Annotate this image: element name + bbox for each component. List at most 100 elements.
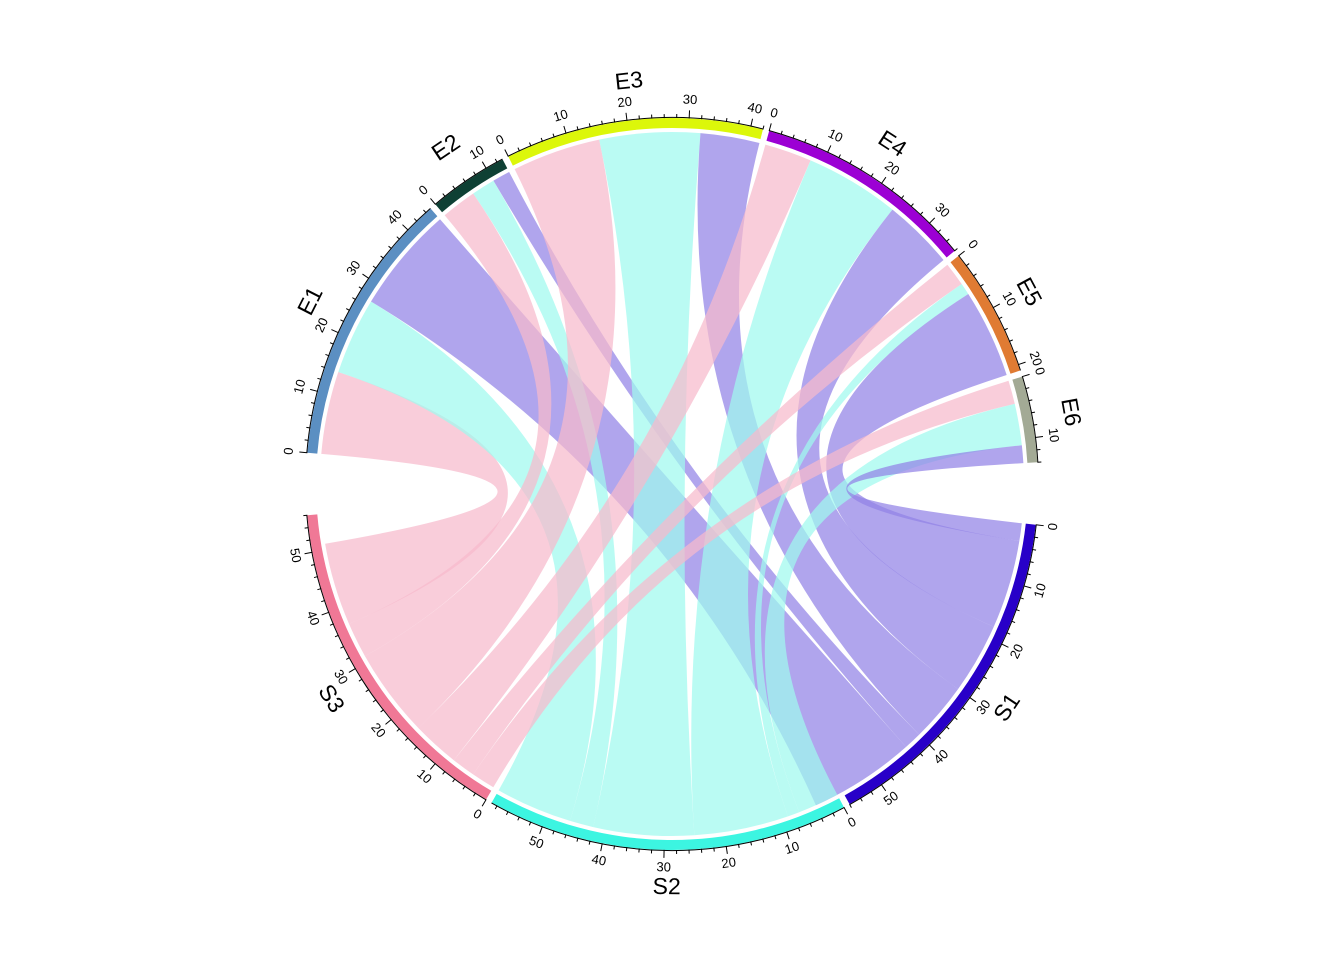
- tick-label-e3: 10: [552, 106, 570, 125]
- minor-tick-e1: [413, 218, 418, 222]
- minor-tick-s1: [910, 761, 914, 765]
- major-tick-e3: [625, 112, 628, 121]
- minor-tick-e2: [494, 158, 498, 163]
- major-tick-e1: [310, 388, 319, 392]
- minor-tick-s3: [329, 623, 334, 626]
- minor-tick-s3: [340, 645, 345, 649]
- minor-tick-s2: [552, 830, 555, 835]
- tick-label-e1: 40: [384, 207, 405, 228]
- minor-tick-e2: [473, 171, 477, 176]
- sector-label-e1: E1: [292, 282, 328, 319]
- major-tick-s3: [304, 551, 313, 555]
- major-tick-e4: [880, 176, 887, 185]
- minor-tick-e1: [310, 402, 316, 405]
- major-tick-e3: [504, 149, 509, 157]
- minor-tick-s2: [505, 811, 509, 816]
- minor-tick-e6: [1033, 424, 1038, 426]
- major-tick-s3: [385, 718, 392, 725]
- tick-label-s3: 20: [368, 720, 389, 741]
- tick-label-e4: 0: [769, 105, 780, 121]
- link-e6-s2: [764, 403, 1022, 813]
- major-tick-e1: [362, 273, 370, 279]
- link-e6-s1: [846, 445, 1024, 542]
- minor-tick-e3: [552, 133, 555, 138]
- tick-label-e3: 20: [617, 94, 633, 111]
- tick-label-s2: 10: [783, 838, 801, 857]
- minor-tick-e3: [601, 120, 603, 125]
- minor-tick-s2: [613, 845, 616, 850]
- sector-label-e6: E6: [1056, 396, 1087, 428]
- tick-label-e6: 10: [1046, 427, 1063, 443]
- link-e3-s2: [593, 131, 701, 836]
- link-e5-s3: [453, 264, 962, 775]
- minor-tick-e5: [1008, 339, 1013, 342]
- link-e3-s3: [364, 139, 616, 729]
- minor-tick-s3: [365, 689, 370, 693]
- tick-label-s2: 40: [590, 851, 607, 868]
- minor-tick-s3: [345, 657, 350, 660]
- major-tick-e4: [826, 145, 832, 153]
- link-e4-s2: [691, 160, 893, 836]
- tick-label-s1: 0: [1045, 522, 1061, 531]
- tick-label-s3: 40: [304, 609, 323, 628]
- major-tick-e5: [992, 303, 1001, 309]
- minor-tick-e1: [396, 236, 401, 240]
- minor-tick-e1: [321, 365, 326, 369]
- axis-line-e6: [1021, 376, 1039, 463]
- axis-line-e1: [306, 207, 431, 453]
- tick-label-e2: 0: [416, 182, 431, 198]
- minor-tick-e1: [329, 342, 334, 345]
- tick-label-e4: 30: [932, 200, 953, 221]
- minor-tick-s2: [564, 834, 567, 839]
- minor-tick-s2: [821, 817, 824, 822]
- minor-tick-e1: [306, 426, 311, 429]
- minor-tick-e4: [838, 154, 841, 159]
- major-tick-e5: [958, 250, 965, 257]
- ticks-layer: [299, 110, 1044, 858]
- minor-tick-s3: [442, 770, 446, 775]
- major-tick-e5: [1017, 361, 1026, 366]
- minor-tick-s2: [809, 822, 813, 827]
- minor-tick-s1: [982, 676, 987, 680]
- sector-track-e2: [435, 159, 508, 213]
- minor-tick-e1: [340, 319, 345, 323]
- tick-label-e5: 10: [999, 289, 1019, 309]
- minor-tick-e4: [792, 134, 795, 139]
- minor-tick-e2: [442, 193, 446, 198]
- minor-tick-s1: [1015, 609, 1020, 612]
- major-tick-e3: [563, 125, 567, 134]
- minor-tick-e1: [352, 297, 357, 301]
- minor-tick-s2: [737, 843, 740, 848]
- minor-tick-e4: [870, 173, 874, 178]
- minor-tick-e3: [762, 125, 765, 130]
- minor-tick-s3: [317, 588, 322, 591]
- minor-tick-s1: [890, 776, 895, 781]
- sector-track-e3: [508, 118, 763, 166]
- tick-label-e6: 0: [1032, 365, 1048, 376]
- minor-tick-e1: [372, 265, 377, 269]
- tick-label-s1: 50: [881, 788, 901, 809]
- link-e2-s1: [493, 171, 920, 747]
- minor-tick-e3: [540, 137, 544, 142]
- link-e4-s3: [418, 144, 811, 761]
- tick-label-e3: 40: [746, 99, 763, 117]
- major-tick-e4: [928, 217, 936, 224]
- minor-tick-s1: [1026, 573, 1031, 576]
- minor-tick-s1: [961, 706, 966, 711]
- major-tick-s1: [1001, 643, 1009, 648]
- link-e1-s2: [338, 301, 596, 821]
- minor-tick-e5: [1013, 351, 1018, 354]
- minor-tick-s3: [372, 699, 377, 703]
- minor-tick-s1: [945, 726, 950, 730]
- minor-tick-s2: [774, 835, 777, 840]
- minor-tick-e6: [1028, 399, 1033, 402]
- minor-tick-e5: [998, 316, 1003, 320]
- sector-label-e4: E4: [874, 125, 912, 162]
- minor-tick-s3: [321, 599, 326, 603]
- minor-tick-s3: [452, 778, 456, 783]
- minor-tick-s3: [405, 737, 409, 741]
- links-layer: [321, 131, 1024, 836]
- sector-track-e4: [766, 131, 955, 258]
- major-tick-e6: [1021, 373, 1030, 378]
- tick-label-e3: 30: [682, 92, 697, 108]
